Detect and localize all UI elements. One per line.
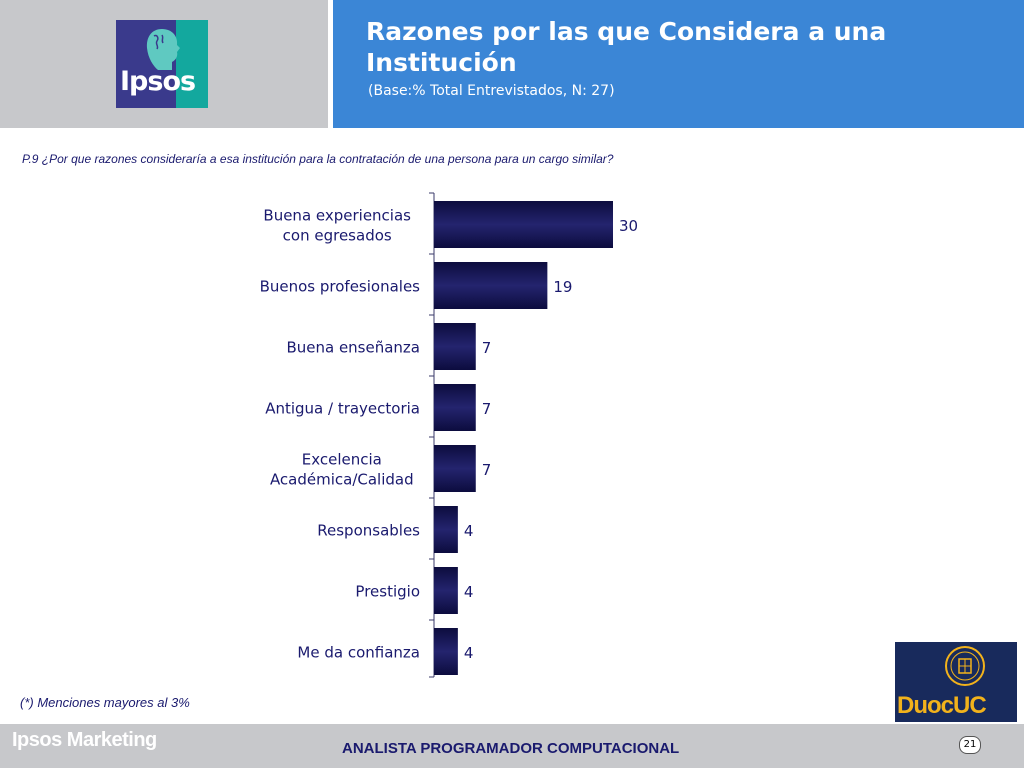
category-label: Prestigio bbox=[355, 583, 420, 601]
bar bbox=[434, 567, 458, 614]
footer-brand: Ipsos Marketing bbox=[12, 729, 157, 751]
data-label: 7 bbox=[482, 400, 492, 418]
footer-program: ANALISTA PROGRAMADOR COMPUTACIONAL bbox=[342, 740, 680, 757]
data-label: 7 bbox=[482, 461, 492, 479]
logo-wordmark: Ipsos bbox=[120, 66, 196, 97]
bar bbox=[434, 445, 476, 492]
bar bbox=[434, 628, 458, 675]
category-label: con egresados bbox=[283, 227, 392, 245]
page-number: 21 bbox=[959, 736, 981, 754]
bar bbox=[434, 201, 613, 248]
header-panel bbox=[333, 0, 1024, 128]
category-label: Buenos profesionales bbox=[260, 278, 421, 296]
seal-icon bbox=[945, 646, 985, 686]
data-label: 4 bbox=[464, 522, 474, 540]
bar bbox=[434, 384, 476, 431]
logo-teal-stripe bbox=[176, 20, 208, 108]
page-subtitle: (Base:% Total Entrevistados, N: 27) bbox=[368, 83, 615, 99]
bar bbox=[434, 323, 476, 370]
logo-panel: Ipsos bbox=[0, 0, 328, 128]
category-label: Buena experiencias bbox=[263, 207, 411, 225]
data-label: 4 bbox=[464, 644, 474, 662]
category-label: Excelencia bbox=[302, 451, 382, 469]
footnote: (*) Menciones mayores al 3% bbox=[20, 695, 190, 710]
data-label: 19 bbox=[553, 278, 572, 296]
duoc-logo: DuocUC bbox=[895, 642, 1017, 722]
category-label: Me da confianza bbox=[297, 644, 420, 662]
page-title: Razones por las que Considera a una Inst… bbox=[366, 17, 887, 77]
category-label: Buena enseñanza bbox=[286, 339, 420, 357]
footer-bar bbox=[0, 724, 1024, 768]
data-label: 7 bbox=[482, 339, 492, 357]
bar bbox=[434, 506, 458, 553]
category-label: Antigua / trayectoria bbox=[265, 400, 420, 418]
data-label: 30 bbox=[619, 217, 638, 235]
bar bbox=[434, 262, 548, 309]
category-label: Académica/Calidad bbox=[270, 471, 414, 489]
ipsos-logo: Ipsos bbox=[116, 20, 208, 108]
head-silhouette-icon bbox=[146, 29, 180, 70]
category-label: Responsables bbox=[317, 522, 420, 540]
data-label: 4 bbox=[464, 583, 474, 601]
survey-question: P.9 ¿Por que razones consideraría a esa … bbox=[22, 152, 614, 166]
duoc-wordmark: DuocUC bbox=[897, 692, 987, 719]
